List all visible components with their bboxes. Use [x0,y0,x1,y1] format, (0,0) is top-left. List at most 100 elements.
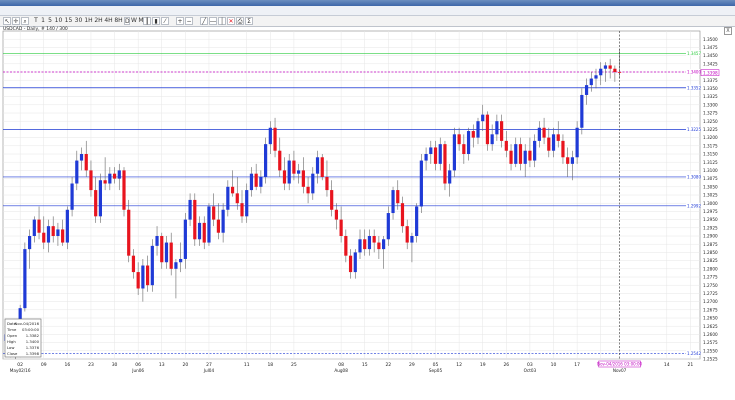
candle-body[interactable] [112,173,117,179]
candle-body[interactable] [268,127,272,145]
candle-body[interactable] [462,144,466,154]
candle-body[interactable] [292,160,296,174]
candle-body[interactable] [608,65,612,69]
candle-body[interactable] [136,272,140,289]
candle-body[interactable] [415,206,419,236]
candle-body[interactable] [23,249,27,309]
candle-body[interactable] [556,134,560,141]
candle-body[interactable] [523,150,527,164]
candle-body[interactable] [334,209,338,220]
candle-body[interactable] [320,157,324,177]
candle-body[interactable] [452,134,456,171]
candle-body[interactable] [367,236,372,250]
candle-body[interactable] [264,144,268,177]
zoom-out-icon[interactable]: − [185,17,193,25]
candle-body[interactable] [230,186,235,194]
candle-body[interactable] [301,170,305,187]
candle-body[interactable] [419,160,423,207]
candle-body[interactable] [514,144,518,164]
candle-body[interactable] [424,154,428,161]
candle-body[interactable] [306,186,310,194]
period-button-4h[interactable]: 4H [104,17,113,24]
candle-body[interactable] [599,68,603,76]
line-chart-icon[interactable]: ⁄ [161,17,169,25]
candle-body[interactable] [51,226,55,236]
candle-body[interactable] [575,127,579,158]
candle-body[interactable] [221,209,225,233]
period-button-2h[interactable]: 2H [94,17,103,24]
candle-body[interactable] [372,236,376,243]
candle-body[interactable] [391,190,395,214]
candle-body[interactable] [443,144,447,184]
candle-body[interactable] [65,209,69,243]
candle-body[interactable] [79,154,84,161]
candle-body[interactable] [28,236,32,250]
candle-body[interactable] [202,222,206,243]
close-icon[interactable]: X [724,27,732,35]
candle-body[interactable] [382,239,386,250]
candle-body[interactable] [344,236,348,256]
candle-body[interactable] [448,170,452,184]
candle-body[interactable] [254,173,258,187]
candle-body[interactable] [481,114,485,122]
candle-body[interactable] [566,157,570,164]
candlestick-chart[interactable]: 1.35001.34751.34501.34251.34001.33751.33… [0,29,735,400]
candle-body[interactable] [429,147,433,154]
candle-body[interactable] [193,199,197,240]
candle-body[interactable] [240,203,244,217]
period-button-t[interactable]: T [34,17,38,24]
candle-body[interactable] [108,173,112,184]
candle-body[interactable] [297,170,301,174]
candle-body[interactable] [618,72,622,73]
period-button-1h[interactable]: 1H [84,17,93,24]
candle-body[interactable] [570,157,574,164]
zoom-tool-icon[interactable]: ⌕ [21,17,29,25]
trendline-icon[interactable]: ╱ [200,17,208,25]
period-button-1[interactable]: 1 [41,17,45,24]
candle-body[interactable] [61,229,65,243]
candle-body[interactable] [330,190,334,210]
period-button-30[interactable]: 30 [74,17,83,24]
candle-body[interactable] [353,252,357,273]
candle-body[interactable] [348,255,353,273]
candle-body[interactable] [278,150,282,171]
candle-body[interactable] [160,236,164,263]
candle-body[interactable] [249,173,254,191]
candle-body[interactable] [183,219,187,259]
candle-body[interactable] [117,170,121,179]
candle-body[interactable] [476,121,480,138]
candle-body[interactable] [273,127,277,151]
candle-body[interactable] [584,85,589,95]
candle-body[interactable] [141,265,145,289]
candle-body[interactable] [594,75,598,79]
candle-body[interactable] [42,232,46,243]
candle-body[interactable] [84,154,88,171]
candle-body[interactable] [89,170,93,191]
candle-body[interactable] [315,157,320,174]
period-button-10[interactable]: 10 [54,17,63,24]
candle-body[interactable] [212,206,216,220]
bar-chart-icon[interactable]: ┃ [143,17,151,25]
candle-body[interactable] [146,265,150,286]
candle-body[interactable] [207,206,211,243]
zoom-in-icon[interactable]: + [176,17,184,25]
candle-body[interactable] [603,65,608,69]
candle-body[interactable] [504,140,508,151]
candle-body[interactable] [561,140,565,158]
candle-body[interactable] [589,78,593,86]
candle-body[interactable] [103,180,107,184]
candle-body[interactable] [500,121,504,141]
candle-body[interactable] [490,134,494,145]
candle-body[interactable] [396,190,400,204]
hline-icon[interactable]: ― [209,17,217,25]
candle-body[interactable] [363,239,367,250]
candle-body[interactable] [56,229,60,236]
candle-body[interactable] [551,134,556,151]
candle-body[interactable] [311,173,315,194]
candle-body[interactable] [164,242,169,263]
candle-body[interactable] [547,137,551,151]
candle-body[interactable] [400,203,405,227]
print-icon[interactable]: ⎙ [236,17,244,25]
candle-body[interactable] [377,242,381,250]
candle-body[interactable] [216,219,220,233]
